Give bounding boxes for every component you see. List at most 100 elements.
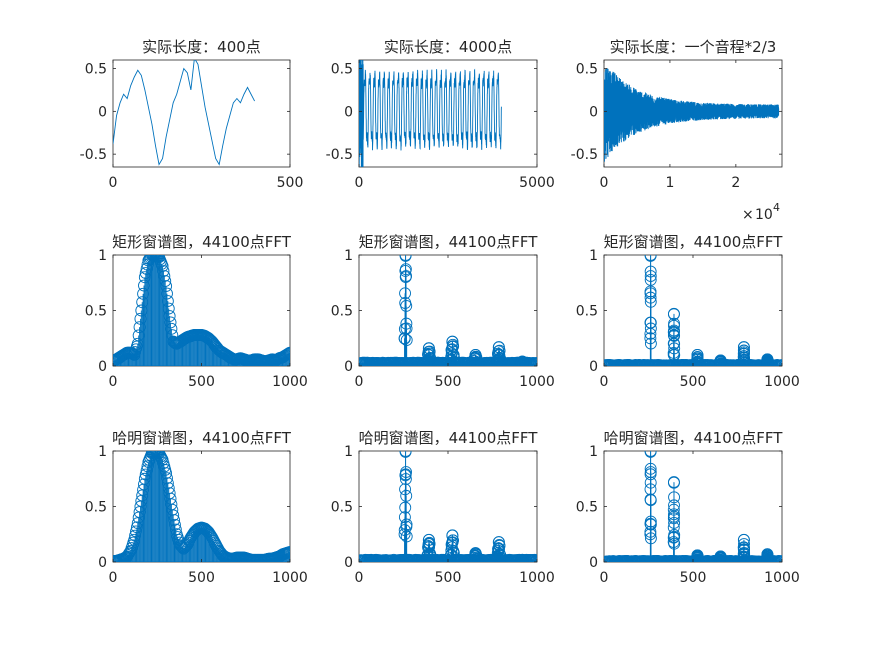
stem-marker xyxy=(129,529,142,542)
stem-marker xyxy=(493,539,506,552)
x-tick-label: 0 xyxy=(355,374,364,390)
stem-series xyxy=(604,255,782,366)
x-tick-label: 2 xyxy=(731,175,740,191)
stem-marker xyxy=(668,491,681,504)
y-tick-label: 0 xyxy=(98,104,107,120)
stem-marker xyxy=(446,335,459,348)
stem-marker xyxy=(667,503,680,516)
plot-area xyxy=(604,255,782,366)
stem-marker xyxy=(668,499,680,512)
stem-marker xyxy=(400,489,413,502)
stem-marker xyxy=(399,483,412,496)
stem-marker xyxy=(280,348,290,361)
stem-marker xyxy=(132,329,145,342)
stem-marker xyxy=(167,509,180,522)
y-tick-label: 1 xyxy=(344,248,353,264)
stem-marker xyxy=(160,280,173,293)
stem-marker xyxy=(168,514,181,527)
stem-marker xyxy=(644,515,657,528)
stem-marker xyxy=(644,462,657,475)
stem-marker xyxy=(284,546,290,558)
stem-marker xyxy=(494,353,507,366)
stem-marker xyxy=(644,332,657,345)
stem-marker xyxy=(398,332,411,345)
stem-marker xyxy=(492,341,505,354)
stem-marker xyxy=(644,532,657,545)
stem-marker xyxy=(282,347,290,360)
stem-marker xyxy=(150,255,163,262)
x-tick-label: 5000 xyxy=(519,175,555,191)
subplot-title: 哈明窗谱图，44100点FFT xyxy=(112,429,292,447)
x-exponent-power: 4 xyxy=(773,201,780,214)
stem-marker xyxy=(644,270,657,283)
stem-marker xyxy=(138,478,150,491)
stem-marker xyxy=(668,529,681,541)
y-tick-label: 0.5 xyxy=(576,304,598,320)
x-tick-label: 0 xyxy=(109,374,118,390)
stem-marker xyxy=(518,555,530,562)
x-tick-label: 0 xyxy=(109,175,118,191)
x-tick-label: 1 xyxy=(665,175,674,191)
series-line xyxy=(604,67,780,162)
stem-series xyxy=(113,451,290,562)
stem-marker xyxy=(644,273,657,286)
y-tick-label: 0 xyxy=(98,359,107,375)
stem-marker xyxy=(122,549,134,562)
subplot-9: 0 500 1000 1 0.5 0 哈明窗谱图，44100点FFT xyxy=(576,429,800,586)
axes-box xyxy=(603,254,783,367)
stem-marker xyxy=(448,356,461,366)
series-line xyxy=(113,60,255,166)
stem-marker xyxy=(776,555,782,562)
stem-marker xyxy=(691,549,704,562)
stem-marker xyxy=(399,473,412,485)
stem-marker xyxy=(691,348,704,361)
stem-marker xyxy=(644,316,657,329)
stem-marker xyxy=(531,554,537,562)
stem-series xyxy=(604,451,782,562)
stem-marker xyxy=(138,271,151,284)
stem-marker xyxy=(160,467,173,480)
stem-marker xyxy=(644,291,657,304)
stem-marker xyxy=(738,344,750,357)
y-tick-label: 0 xyxy=(98,555,107,571)
subplot-8: 0 500 1000 1 0.5 0 哈明窗谱图，44100点FFT xyxy=(331,429,555,586)
y-tick-label: 1 xyxy=(589,444,598,460)
stem-marker xyxy=(145,451,158,460)
x-tick-label: 1000 xyxy=(764,374,800,390)
subplot-title: 矩形窗谱图，44100点FFT xyxy=(359,233,539,251)
stem-marker xyxy=(157,265,170,278)
stem-marker xyxy=(714,554,727,562)
stem-marker xyxy=(136,296,149,309)
stem-marker xyxy=(714,550,727,562)
stem-marker xyxy=(140,262,153,275)
y-tick-label: 0 xyxy=(589,555,598,571)
x-tick-label: 0 xyxy=(600,374,609,390)
x-tick-label: 1000 xyxy=(519,570,555,586)
stem-marker xyxy=(141,460,154,473)
y-tick-label: 1 xyxy=(98,444,107,460)
x-tick-label: 0 xyxy=(355,175,364,191)
stem-marker xyxy=(738,353,751,366)
stem-marker xyxy=(400,270,412,283)
subplot-title: 矩形窗谱图，44100点FFT xyxy=(604,233,784,251)
stem-marker xyxy=(399,287,412,300)
stem-marker xyxy=(161,295,174,308)
x-tick-label: 1000 xyxy=(519,374,555,390)
stem-marker xyxy=(668,324,680,337)
stem-marker xyxy=(399,501,412,514)
stem-marker xyxy=(531,357,537,366)
stem-series xyxy=(359,451,537,562)
y-tick-label: 0.5 xyxy=(331,304,353,320)
x-tick-label: 0 xyxy=(355,570,364,586)
plot-area xyxy=(113,451,290,562)
x-tick-label: 500 xyxy=(435,374,462,390)
stem-marker xyxy=(738,538,750,550)
axes-box xyxy=(603,450,783,563)
stem-marker xyxy=(399,451,412,457)
y-tick-label: 1 xyxy=(344,444,353,460)
plot-area xyxy=(604,451,782,562)
stem-marker xyxy=(644,525,657,538)
stem-marker xyxy=(130,525,142,538)
